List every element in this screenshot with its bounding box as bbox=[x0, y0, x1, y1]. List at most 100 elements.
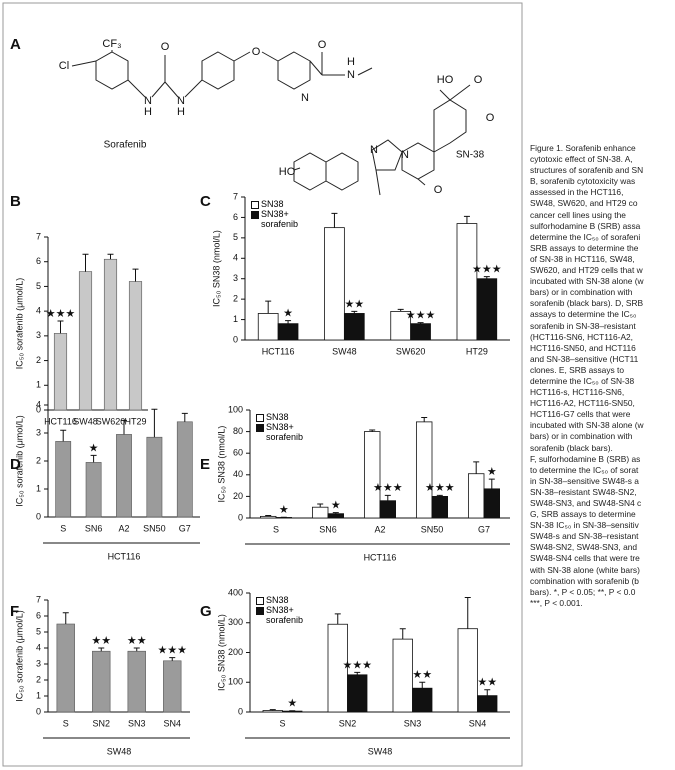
y-tick-label: 3 bbox=[36, 427, 41, 437]
caption-line: HCT116-G7 cells that were bbox=[530, 409, 631, 420]
significance-stars: ★★★ bbox=[46, 308, 76, 320]
bar bbox=[412, 687, 433, 713]
x-axis-label: HCT116 bbox=[364, 552, 397, 562]
caption-line: (HCT116-SN6, HCT116-A2, bbox=[530, 331, 634, 342]
legend-entry: SN38+ sorafenib bbox=[256, 605, 318, 625]
legend-entry: SN38+ sorafenib bbox=[256, 422, 318, 442]
bar bbox=[467, 473, 485, 519]
legend-label: SN38+ sorafenib bbox=[261, 209, 299, 229]
x-tick-label: S bbox=[279, 718, 285, 728]
caption-line: bars). *, P < 0.05; **, P < 0.0 bbox=[530, 586, 636, 597]
y-axis-label: IC₅₀ SN38 (nmol/L) bbox=[216, 426, 226, 503]
y-tick-label: 5 bbox=[233, 232, 238, 242]
structure-name: SN-38 bbox=[456, 150, 485, 161]
y-tick-label: 1 bbox=[36, 380, 41, 390]
legend: SN38 SN38+ sorafenib bbox=[256, 412, 318, 442]
figure-frame bbox=[2, 2, 523, 767]
y-tick-label: 0 bbox=[233, 334, 238, 344]
x-tick-label: SN2 bbox=[339, 718, 357, 728]
x-axis-label: SW48 bbox=[107, 746, 132, 756]
significance-stars: ★ bbox=[283, 307, 293, 319]
y-tick-label: 1 bbox=[233, 314, 238, 324]
error-bar bbox=[121, 419, 127, 435]
caption-line: SW48-SN4 cells that were tre bbox=[530, 553, 640, 564]
y-tick-label: 0 bbox=[238, 512, 243, 522]
error-bar bbox=[265, 300, 272, 314]
y-tick-label: 2 bbox=[36, 455, 41, 465]
caption-line: Figure 1. Sorafenib enhance bbox=[530, 143, 636, 153]
y-tick-label: 7 bbox=[36, 594, 41, 604]
significance-stars: ★★★ bbox=[472, 264, 502, 276]
caption-line: structures of sorafenib and SN bbox=[530, 165, 644, 176]
bar bbox=[176, 421, 193, 518]
bar bbox=[103, 258, 118, 411]
bar bbox=[379, 500, 397, 519]
x-tick-label: HT29 bbox=[466, 346, 488, 356]
y-tick-label: 6 bbox=[36, 256, 41, 266]
caption: Figure 1. Sorafenib enhance cytotoxic eff… bbox=[530, 143, 675, 609]
caption-line: assays to determine the IC₅₀ bbox=[530, 309, 637, 320]
x-tick-label: SN3 bbox=[128, 718, 146, 728]
y-tick-label: 0 bbox=[36, 511, 41, 521]
error-bar bbox=[417, 322, 424, 324]
caption-line: cytotoxic effect of SN-38. A, bbox=[530, 154, 633, 165]
bar bbox=[53, 333, 68, 411]
y-tick-label: 3 bbox=[36, 330, 41, 340]
caption-line: determine the IC₅₀ of SN-38 bbox=[530, 375, 635, 386]
y-tick-label: 4 bbox=[36, 306, 41, 316]
y-tick-label: 1 bbox=[36, 690, 41, 700]
error-bar bbox=[285, 320, 292, 324]
panel-label: A bbox=[10, 36, 21, 53]
error-bar bbox=[484, 689, 491, 696]
x-tick-label: SN2 bbox=[92, 718, 110, 728]
caption-line: SW48-SN3, and SW48-SN4 c bbox=[530, 498, 642, 508]
y-tick-label: 5 bbox=[36, 626, 41, 636]
caption-line: bars) or in combination with bbox=[530, 431, 633, 442]
y-tick-label: 0 bbox=[36, 706, 41, 716]
error-bar bbox=[334, 613, 341, 625]
caption-line: HCT116-SN50, and HCT116 bbox=[530, 342, 636, 353]
x-tick-label: S bbox=[60, 523, 66, 533]
bar bbox=[347, 674, 368, 713]
error-bar bbox=[354, 671, 361, 675]
x-tick-label: G7 bbox=[478, 524, 490, 534]
error-bar bbox=[464, 596, 471, 629]
x-tick-label: SN4 bbox=[163, 718, 181, 728]
atom-label: N bbox=[301, 92, 309, 104]
bar bbox=[363, 431, 381, 519]
error-bar bbox=[384, 494, 391, 501]
caption-line: cancer cell lines using the bbox=[530, 209, 626, 220]
y-tick-label: 7 bbox=[36, 231, 41, 241]
caption-line: SW48-SN2, SW48-SN3, and bbox=[530, 542, 638, 553]
error-bar bbox=[332, 512, 339, 514]
error-bar bbox=[397, 308, 404, 312]
error-bar bbox=[317, 503, 324, 508]
caption-line: SW620, and HT29 cells that w bbox=[530, 265, 643, 276]
error-bar bbox=[351, 310, 358, 314]
atom-label: N bbox=[370, 144, 378, 156]
x-tick-label: S bbox=[63, 718, 69, 728]
atom-label: O bbox=[434, 184, 443, 196]
y-tick-label: 6 bbox=[233, 212, 238, 222]
atom-label: Cl bbox=[59, 60, 69, 72]
caption-line: SN-38–resistant SW48-SN2, bbox=[530, 486, 637, 497]
y-tick-label: 20 bbox=[233, 491, 243, 501]
significance-stars: ★ bbox=[331, 500, 341, 512]
error-bar bbox=[331, 212, 338, 228]
significance-stars: ★★ bbox=[477, 677, 497, 689]
legend-entry: SN38+ sorafenib bbox=[251, 209, 313, 229]
atom-label: HO bbox=[279, 166, 296, 178]
caption-line: sorafenib (black bars). D, SRB bbox=[530, 298, 644, 309]
x-tick-label: HT29 bbox=[124, 416, 146, 426]
significance-stars: ★★ bbox=[344, 298, 364, 310]
atom-label: N bbox=[144, 95, 152, 107]
legend-label: SN38 bbox=[266, 595, 289, 605]
error-bar bbox=[181, 412, 188, 422]
caption-line: assessed in the HCT116, bbox=[530, 187, 624, 198]
y-tick-label: 300 bbox=[228, 617, 243, 627]
y-tick-label: 5 bbox=[36, 281, 41, 291]
caption-line: and SN-38–sensitive (HCT11 bbox=[530, 353, 639, 364]
caption-line: combination with sorafenib (b bbox=[530, 575, 639, 586]
y-axis-label: IC₅₀ sorafenib (μmol/L) bbox=[14, 415, 24, 507]
atom-label: O bbox=[252, 46, 261, 58]
